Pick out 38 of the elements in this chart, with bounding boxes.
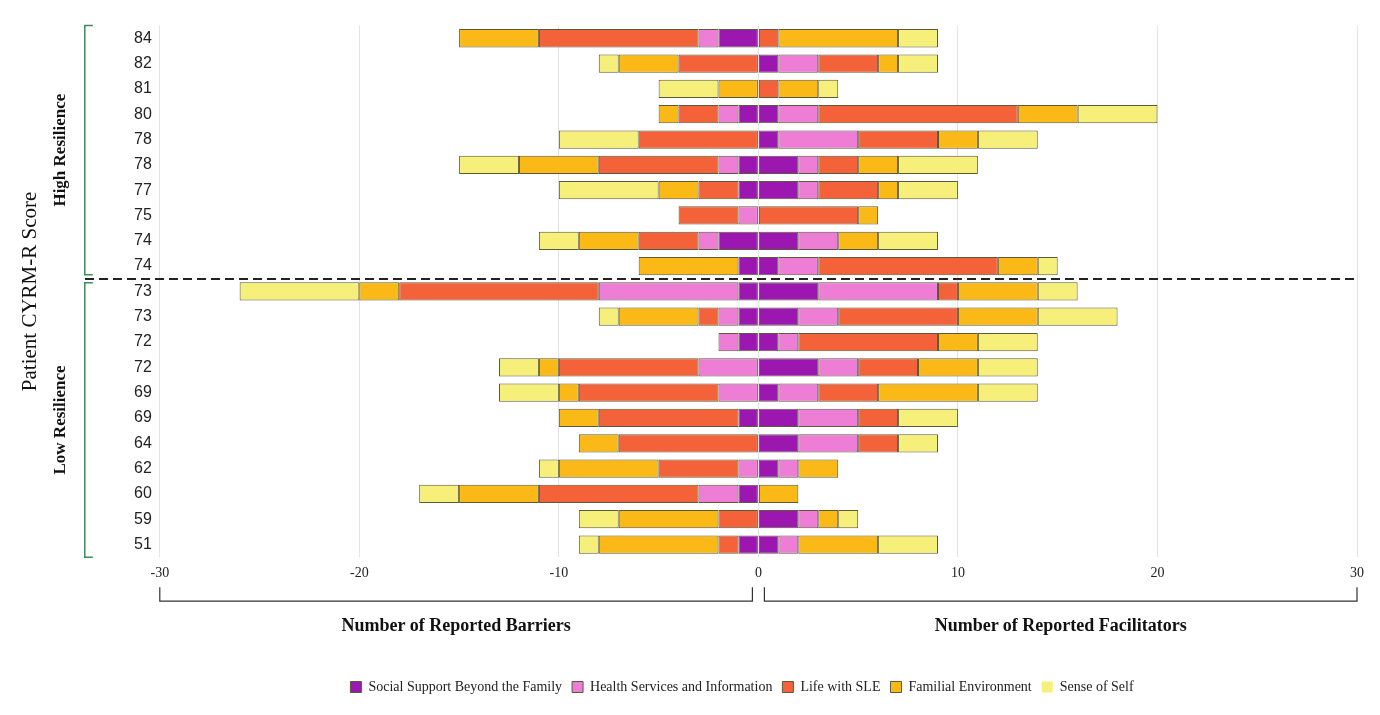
text: Number of Reported Barriers: [341, 614, 571, 635]
y-tick-label: 77: [134, 180, 152, 198]
y-tick-label: 62: [134, 459, 152, 477]
y-axis-title: Patient CYRM-R Score: [16, 191, 41, 392]
y-tick-label: 82: [134, 53, 152, 71]
y-tick-label: 72: [134, 357, 152, 375]
y-tick-label: 78: [134, 155, 152, 173]
legend-label: Familial Environment: [908, 678, 1032, 694]
y-tick-label: 73: [134, 281, 152, 299]
text: Low Resilience: [50, 364, 70, 475]
y-tick-label: 69: [134, 408, 152, 426]
y-tick-label: 84: [134, 28, 152, 46]
legend-label: Sense of Self: [1059, 678, 1134, 694]
y-tick-label: 81: [134, 79, 152, 97]
y-tick-label: 75: [134, 205, 152, 223]
x-tick-label: 0: [754, 565, 762, 581]
x-tick-label: 30: [1350, 565, 1364, 581]
y-tick-label: 78: [134, 129, 152, 147]
y-tick-label: 51: [134, 534, 152, 552]
y-tick-label: 73: [134, 307, 152, 325]
text: High Resilience: [50, 93, 70, 207]
x-tick-label: -30: [150, 565, 170, 581]
x-tick-label: -20: [349, 565, 369, 581]
text: Number of Reported Facilitators: [934, 614, 1187, 635]
x-tick-label: -10: [549, 565, 569, 581]
legend-label: Social Support Beyond the Family: [368, 678, 563, 694]
y-tick-label: 69: [134, 383, 152, 401]
y-tick-label: 80: [134, 104, 152, 122]
y-tick-label: 74: [134, 231, 152, 249]
x-tick-label: 20: [1150, 565, 1165, 581]
y-tick-label: 64: [134, 433, 152, 451]
y-tick-label: 60: [134, 484, 152, 502]
y-tick-label: 72: [134, 332, 152, 350]
legend-label: Life with SLE: [800, 678, 881, 694]
x-tick-label: 10: [950, 565, 965, 581]
y-tick-label: 59: [134, 509, 152, 527]
legend-label: Health Services and Information: [590, 678, 773, 694]
y-tick-label: 74: [134, 256, 152, 274]
